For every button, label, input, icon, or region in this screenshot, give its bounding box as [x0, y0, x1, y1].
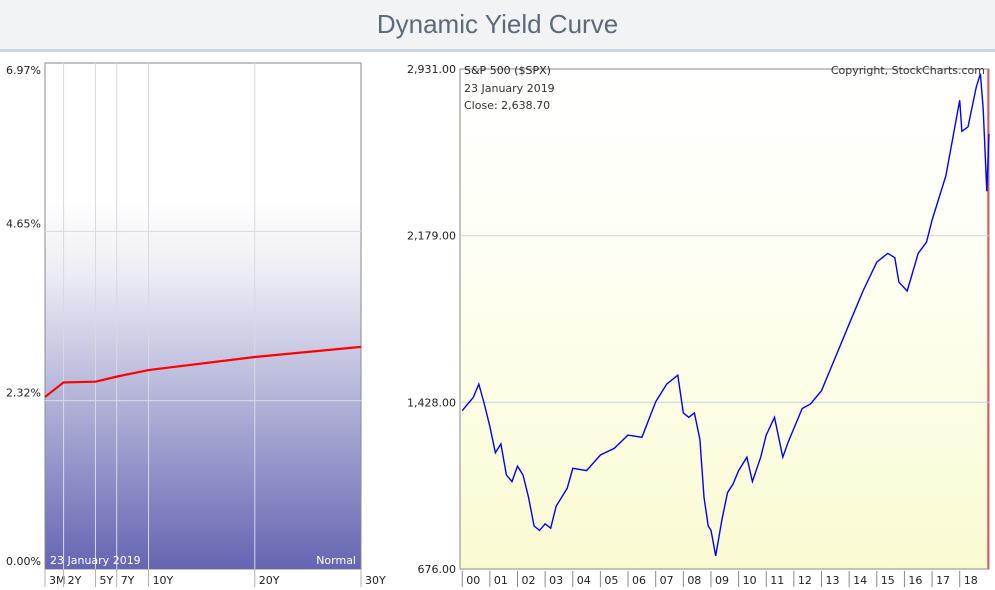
yield-x-tick-label: 3M — [49, 574, 66, 587]
page-title: Dynamic Yield Curve — [376, 9, 619, 39]
spx-y-tick-label: 676.00 — [418, 563, 457, 576]
yield-curve-shape-label: Normal — [316, 554, 356, 567]
yield-x-tick-label: 30Y — [365, 574, 386, 587]
yield-y-tick-label: 2.32% — [6, 387, 41, 400]
spx-x-tick-label: 06 — [632, 574, 646, 587]
yield-date-label: 23 January 2019 — [50, 554, 141, 567]
yield-x-tick-label: 20Y — [259, 574, 280, 587]
spx-x-tick-label: 08 — [687, 574, 701, 587]
spx-y-tick-label: 1,428.00 — [407, 396, 456, 409]
spx-y-tick-label: 2,179.00 — [407, 230, 456, 243]
spx-x-tick-label: 11 — [770, 574, 784, 587]
yield-gridlines — [45, 63, 361, 569]
yield-y-tick-label: 4.65% — [6, 217, 41, 230]
yield-x-tick-label: 5Y — [99, 574, 113, 587]
yield-plot-area — [45, 201, 361, 569]
spx-x-tick-label: 16 — [908, 574, 922, 587]
spx-plot-area — [459, 68, 990, 570]
yield-y-tick-labels: 0.00% 2.32% 4.65% 6.97% — [6, 64, 41, 568]
page-header: Dynamic Yield Curve — [0, 0, 995, 52]
yield-x-tick-label: 2Y — [68, 574, 82, 587]
spx-x-tick-label: 00 — [466, 574, 480, 587]
spx-gridlines — [460, 235, 989, 403]
spx-x-tick-label: 18 — [964, 574, 978, 587]
spx-price-line — [461, 73, 990, 557]
spx-copyright: Copyright, StockCharts.com — [831, 64, 985, 77]
spx-x-tick-label: 04 — [577, 574, 591, 587]
spx-x-tick-label: 17 — [936, 574, 950, 587]
spx-x-tick-label: 05 — [604, 574, 618, 587]
yield-curve-line — [44, 345, 362, 398]
spx-x-tick-labels: 00 01 02 03 04 05 06 07 08 09 10 11 12 13 14 15 16 17 18 — [461, 571, 978, 587]
spx-chart: 676.001,428.002,179.002,931.00 00 01 02 03 0… — [407, 63, 990, 587]
spx-x-tick-label: 13 — [826, 574, 840, 587]
yield-x-tick-label: 10Y — [153, 574, 174, 587]
spx-x-tick-label: 03 — [549, 574, 563, 587]
yield-y-tick-label: 6.97% — [6, 64, 41, 77]
spx-x-tick-label: 09 — [715, 574, 729, 587]
yield-x-tick-labels: 3M 2Y 5Y 7Y 10Y 20Y 30Y — [44, 569, 386, 587]
yield-x-tick-label: 7Y — [121, 574, 135, 587]
spx-y-tick-label: 2,931.00 — [407, 63, 456, 76]
spx-date-label: 23 January 2019 — [464, 82, 555, 95]
yield-curve-chart: 0.00% 2.32% 4.65% 6.97% 3M 2Y 5Y 7Y 10Y 20Y 30Y 2… — [6, 62, 386, 587]
spx-x-tick-label: 07 — [660, 574, 674, 587]
spx-y-tick-labels: 676.00 1,428.00 2,179.00 2,931.00 — [407, 63, 456, 576]
yield-y-tick-label: 0.00% — [6, 555, 41, 568]
spx-x-tick-label: 01 — [494, 574, 508, 587]
spx-x-tick-label: 15 — [881, 574, 895, 587]
spx-x-tick-label: 12 — [798, 574, 812, 587]
spx-symbol-label: S&P 500 ($SPX) — [464, 64, 551, 77]
yield-area-fill — [45, 201, 361, 569]
spx-close-label: Close: 2,638.70 — [464, 99, 550, 112]
spx-x-tick-label: 02 — [521, 574, 535, 587]
spx-x-tick-label: 14 — [853, 574, 867, 587]
spx-x-tick-label: 10 — [743, 574, 757, 587]
